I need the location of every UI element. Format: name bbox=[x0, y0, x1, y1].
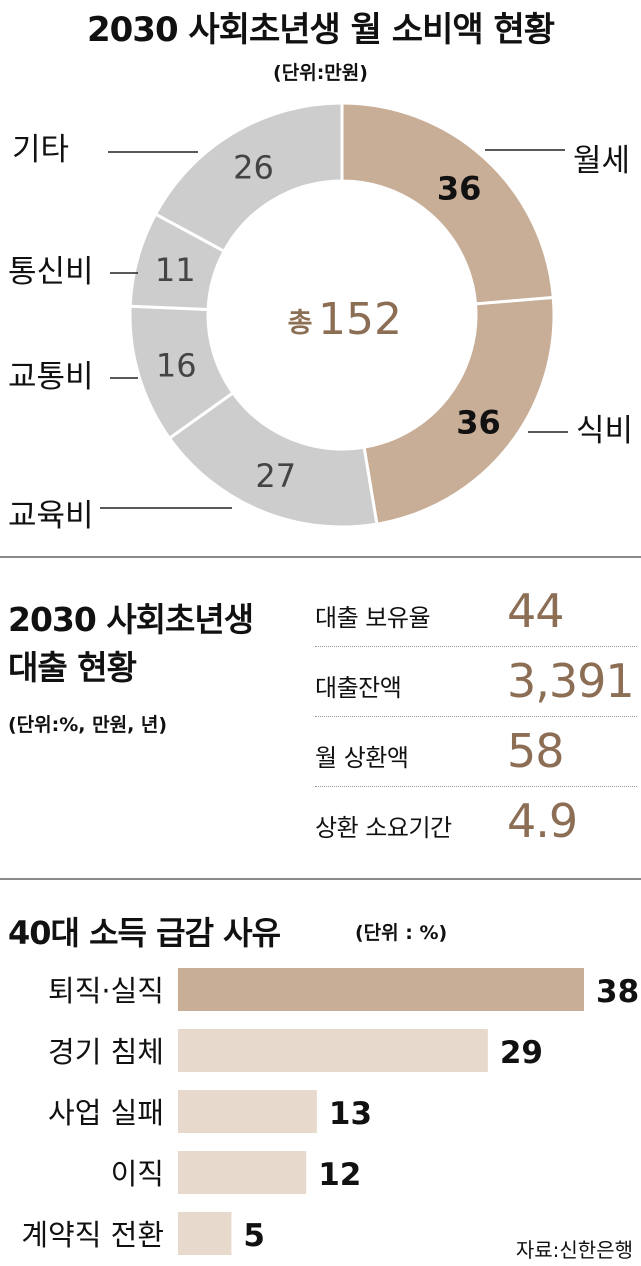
loan-title-line1: 2030 사회초년생 bbox=[8, 600, 254, 639]
loan-row-monthly-repayment: 월 상환액 58 bbox=[315, 724, 637, 782]
bar-category-label: 사업 실패 bbox=[48, 1096, 164, 1130]
divider-2 bbox=[0, 878, 641, 880]
bar bbox=[178, 1029, 488, 1072]
loan-row-separator bbox=[315, 646, 637, 647]
bar bbox=[178, 1212, 232, 1255]
loan-title-line2: 대출 현황 bbox=[8, 648, 137, 687]
loan-unit: (단위:%, 만원, 년) bbox=[8, 714, 168, 736]
bar-value-label: 12 bbox=[318, 1157, 361, 1193]
donut-slice bbox=[362, 295, 556, 526]
loan-row-value: 58 bbox=[507, 724, 565, 778]
donut-value-label: 16 bbox=[156, 346, 197, 384]
donut-unit: (단위:만원) bbox=[273, 62, 368, 84]
bars bbox=[178, 968, 584, 1255]
divider-1 bbox=[0, 556, 641, 558]
donut-category-label: 식비 bbox=[576, 413, 633, 449]
donut-value-label: 27 bbox=[255, 457, 296, 495]
bar-value-label: 38 bbox=[596, 974, 639, 1010]
loan-row-ownership: 대출 보유율 44 bbox=[315, 584, 637, 642]
loan-row-separator bbox=[315, 786, 637, 787]
loan-row-balance: 대출잔액 3,391 bbox=[315, 654, 637, 712]
loan-row-label: 대출잔액 bbox=[315, 674, 402, 702]
bar-category-label: 이직 bbox=[111, 1157, 164, 1191]
bar bbox=[178, 1090, 317, 1133]
bar bbox=[178, 1151, 307, 1194]
donut-values: 36 36 27 16 11 26 bbox=[155, 148, 501, 494]
donut-slices bbox=[128, 101, 556, 529]
bar-value-label: 13 bbox=[329, 1096, 372, 1132]
loan-row-separator bbox=[315, 716, 637, 717]
income-unit: (단위 : %) bbox=[355, 922, 448, 944]
donut-category-label: 교육비 bbox=[8, 498, 94, 534]
donut-category-label: 월세 bbox=[573, 143, 630, 179]
source-note: 자료:신한은행 bbox=[515, 1238, 633, 1262]
donut-leaders bbox=[100, 149, 568, 509]
bar bbox=[178, 968, 584, 1011]
donut-value-label: 36 bbox=[437, 170, 482, 208]
loan-row-value: 44 bbox=[507, 584, 565, 638]
bar-value-label: 5 bbox=[243, 1218, 265, 1254]
bar-category-label: 퇴직·실직 bbox=[48, 974, 164, 1008]
bar-value-label: 29 bbox=[500, 1035, 543, 1071]
donut-title: 2030 사회초년생 월 소비액 현황 bbox=[86, 10, 555, 50]
loan-row-value: 3,391 bbox=[507, 654, 635, 708]
loan-row-label: 대출 보유율 bbox=[315, 604, 431, 632]
donut-category-label: 통신비 bbox=[8, 254, 94, 290]
loan-row-value: 4.9 bbox=[507, 794, 578, 848]
bar-category-label: 계약직 전환 bbox=[21, 1218, 164, 1252]
bar-values: 38 29 13 12 5 bbox=[243, 974, 639, 1254]
donut-center-label: 총 bbox=[288, 308, 313, 339]
donut-category-label: 교통비 bbox=[8, 359, 94, 395]
loan-row-label: 월 상환액 bbox=[315, 744, 409, 772]
loan-title: 2030 사회초년생 대출 현황 bbox=[8, 596, 254, 692]
donut-value-label: 11 bbox=[155, 251, 196, 289]
donut-category-label: 기타 bbox=[12, 132, 69, 168]
bar-category-label: 경기 침체 bbox=[48, 1035, 164, 1069]
donut-slice bbox=[340, 101, 555, 306]
loan-row-label: 상환 소요기간 bbox=[315, 814, 452, 842]
donut-center-total: 152 bbox=[318, 294, 402, 345]
donut-value-label: 26 bbox=[233, 148, 274, 186]
donut-slice bbox=[153, 101, 344, 254]
loan-row-repayment-period: 상환 소요기간 4.9 bbox=[315, 794, 637, 852]
donut-value-label: 36 bbox=[456, 403, 501, 441]
income-title: 40대 소득 급감 사유 bbox=[8, 914, 281, 952]
